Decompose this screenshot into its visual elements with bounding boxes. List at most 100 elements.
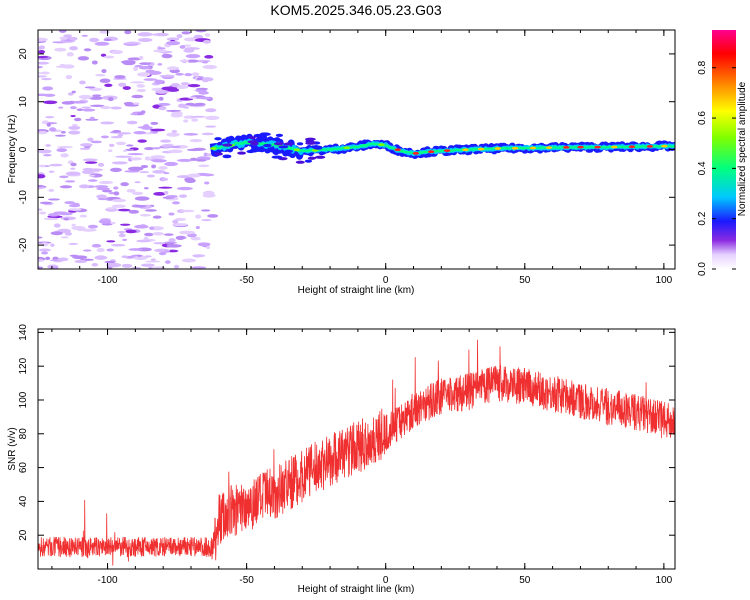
noise-blob bbox=[94, 255, 108, 260]
noise-blob bbox=[139, 213, 151, 217]
noise-blob bbox=[127, 166, 144, 171]
ridge-scatter bbox=[253, 133, 264, 138]
ridge-scatter bbox=[263, 143, 272, 148]
noise-blob bbox=[113, 191, 120, 196]
noise-blob bbox=[125, 229, 137, 234]
noise-blob bbox=[97, 197, 109, 201]
noise-blob bbox=[141, 110, 146, 114]
noise-blob bbox=[99, 180, 114, 185]
snr-ytick-label: 40 bbox=[18, 495, 29, 507]
noise-blob bbox=[205, 246, 211, 250]
noise-blob bbox=[63, 34, 73, 38]
noise-blob bbox=[161, 144, 173, 148]
noise-blob bbox=[187, 96, 198, 99]
snr-xtick-label: 0 bbox=[383, 575, 389, 586]
ridge-scatter bbox=[214, 152, 223, 156]
noise-blob bbox=[47, 198, 60, 201]
ridge-scatter bbox=[314, 155, 326, 159]
noise-blob bbox=[178, 194, 188, 198]
noise-blob bbox=[40, 251, 49, 255]
noise-blob bbox=[100, 121, 115, 125]
noise-blob bbox=[191, 266, 207, 269]
noise-blob bbox=[144, 146, 155, 151]
noise-blob bbox=[192, 254, 206, 258]
noise-blob bbox=[175, 235, 185, 240]
ridge-peak bbox=[661, 144, 668, 148]
noise-blob bbox=[200, 209, 211, 212]
noise-blob bbox=[111, 204, 126, 208]
ridge-scatter bbox=[254, 148, 265, 152]
ridge-peak bbox=[462, 148, 469, 152]
noise-blob bbox=[190, 236, 201, 241]
noise-blob bbox=[100, 53, 107, 57]
noise-blob bbox=[203, 152, 209, 157]
noise-blob bbox=[79, 80, 86, 85]
noise-blob bbox=[121, 263, 133, 268]
snr-ytick-label: 120 bbox=[18, 357, 29, 374]
ridge-scatter bbox=[274, 142, 284, 146]
ridge-peak bbox=[494, 147, 502, 150]
noise-blob bbox=[124, 30, 132, 35]
noise-blob bbox=[197, 96, 212, 100]
noise-blob bbox=[158, 186, 173, 189]
noise-blob bbox=[189, 139, 203, 143]
ridge-peak bbox=[563, 145, 570, 149]
noise-blob bbox=[97, 162, 105, 167]
noise-blob bbox=[152, 169, 166, 174]
noise-blob bbox=[39, 211, 47, 215]
noise-blob bbox=[98, 219, 112, 224]
spectrogram-marks bbox=[38, 30, 675, 269]
noise-blob bbox=[196, 87, 209, 91]
noise-blob bbox=[38, 248, 51, 252]
noise-blob bbox=[151, 159, 167, 163]
noise-blob bbox=[42, 86, 54, 91]
noise-blob bbox=[66, 52, 74, 57]
noise-blob bbox=[145, 69, 156, 74]
noise-blob bbox=[144, 232, 154, 237]
noise-blob bbox=[205, 153, 213, 156]
noise-blob bbox=[112, 130, 121, 133]
noise-blob bbox=[151, 87, 165, 91]
noise-blob bbox=[67, 92, 74, 96]
noise-blob bbox=[201, 77, 214, 82]
noise-blob bbox=[152, 231, 165, 236]
noise-blob bbox=[122, 149, 128, 152]
noise-blob bbox=[166, 195, 178, 198]
noise-blob bbox=[110, 221, 116, 225]
noise-blob bbox=[118, 82, 127, 87]
noise-blob bbox=[207, 214, 219, 218]
noise-blob bbox=[68, 125, 81, 130]
noise-blob bbox=[38, 174, 46, 179]
noise-blob bbox=[57, 257, 69, 262]
noise-blob bbox=[134, 65, 144, 68]
snr-ytick-label: 100 bbox=[18, 391, 29, 408]
noise-blob bbox=[48, 188, 55, 192]
noise-blob bbox=[92, 94, 102, 97]
ridge-peak bbox=[628, 145, 636, 149]
noise-blob bbox=[139, 171, 150, 174]
noise-blob bbox=[38, 65, 43, 69]
noise-blob bbox=[61, 236, 69, 239]
noise-blob bbox=[38, 61, 50, 65]
noise-blob bbox=[198, 164, 210, 168]
noise-blob bbox=[127, 57, 142, 61]
noise-blob bbox=[38, 130, 48, 135]
ridge-peak bbox=[427, 150, 435, 154]
noise-blob bbox=[187, 84, 201, 88]
noise-blob bbox=[100, 106, 112, 110]
noise-blob bbox=[84, 86, 96, 89]
ridge-scatter bbox=[214, 137, 222, 141]
noise-blob bbox=[166, 132, 180, 137]
ridge-scatter bbox=[305, 141, 316, 145]
noise-blob bbox=[170, 145, 181, 149]
ridge-peak bbox=[378, 143, 385, 147]
noise-blob bbox=[106, 248, 115, 252]
noise-blob bbox=[144, 156, 151, 161]
noise-blob bbox=[204, 33, 211, 37]
noise-blob bbox=[71, 225, 86, 231]
snr-ytick-label: 80 bbox=[18, 428, 29, 440]
noise-blob bbox=[128, 248, 143, 251]
noise-blob bbox=[69, 46, 78, 51]
figure-title: KOM5.2025.346.05.23.G03 bbox=[270, 2, 441, 18]
